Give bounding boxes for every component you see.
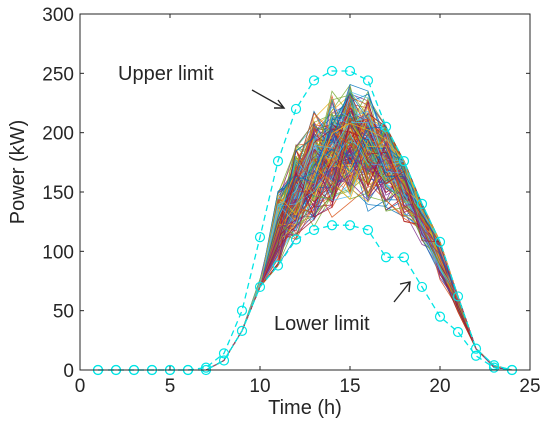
upper-limit-marker [236,305,248,316]
upper-limit-marker [470,343,482,354]
upper-limit-marker [362,75,374,86]
y-tick-label: 150 [42,183,74,204]
lower-limit-arrow [393,281,411,303]
x-tick-label: 25 [519,376,540,397]
lower-limit-marker [218,355,230,366]
y-axis-ticks: 0 50 100 150 200 250 300 [42,5,530,382]
upper-limit-marker [290,103,302,115]
lower-limit-marker [380,252,392,263]
upper-limit-marker [416,198,428,209]
upper-limit-marker [380,121,392,132]
upper-limit-marker [452,291,464,302]
lower-limit-line [98,224,513,371]
lower-limit-marker [290,234,302,245]
upper-limit-marker [398,156,410,167]
upper-limit-marker [218,348,230,359]
lower-limit-marker [308,224,320,236]
lower-limit-marker [470,350,482,361]
upper-limit-line [98,70,513,371]
lower-limit-marker [344,220,356,231]
x-tick-label: 5 [165,376,176,397]
lower-limit-marker [488,362,500,373]
lower-limit-marker [452,326,464,338]
lower-limit-marker [326,220,338,231]
lower-limit-marker [416,281,428,293]
y-tick-label: 0 [63,361,74,382]
lower-limit-annotation: Lower limit [274,313,370,335]
y-axis-label: Power (kW) [7,120,29,224]
lower-limit-marker [254,281,266,293]
upper-limit-marker [272,156,284,167]
lower-limit-marker [272,260,284,271]
x-tick-label: 15 [339,376,360,397]
x-tick-label: 20 [429,376,450,397]
y-tick-label: 250 [42,64,74,85]
y-tick-label: 50 [53,302,74,323]
upper-limit-marker [308,75,320,86]
lower-limit-marker [236,325,248,336]
x-tick-label: 0 [75,376,86,397]
upper-limit-marker [434,236,446,247]
upper-limit-marker [326,65,338,77]
lower-limit-marker [398,252,410,263]
x-tick-label: 10 [249,376,270,397]
upper-limit-marker [254,231,266,243]
lower-limit-marker [434,311,446,322]
lower-limit-marker [362,224,374,236]
x-axis-ticks: 0 5 10 15 20 25 [75,14,541,397]
y-tick-label: 200 [42,124,74,145]
upper-limit-marker [344,65,356,77]
limit-curves [92,65,518,376]
upper-limit-arrow [251,89,286,109]
y-tick-label: 100 [42,242,74,263]
upper-limit-annotation: Upper limit [118,63,214,85]
x-axis-label: Time (h) [268,397,342,419]
y-tick-label: 300 [42,5,74,26]
